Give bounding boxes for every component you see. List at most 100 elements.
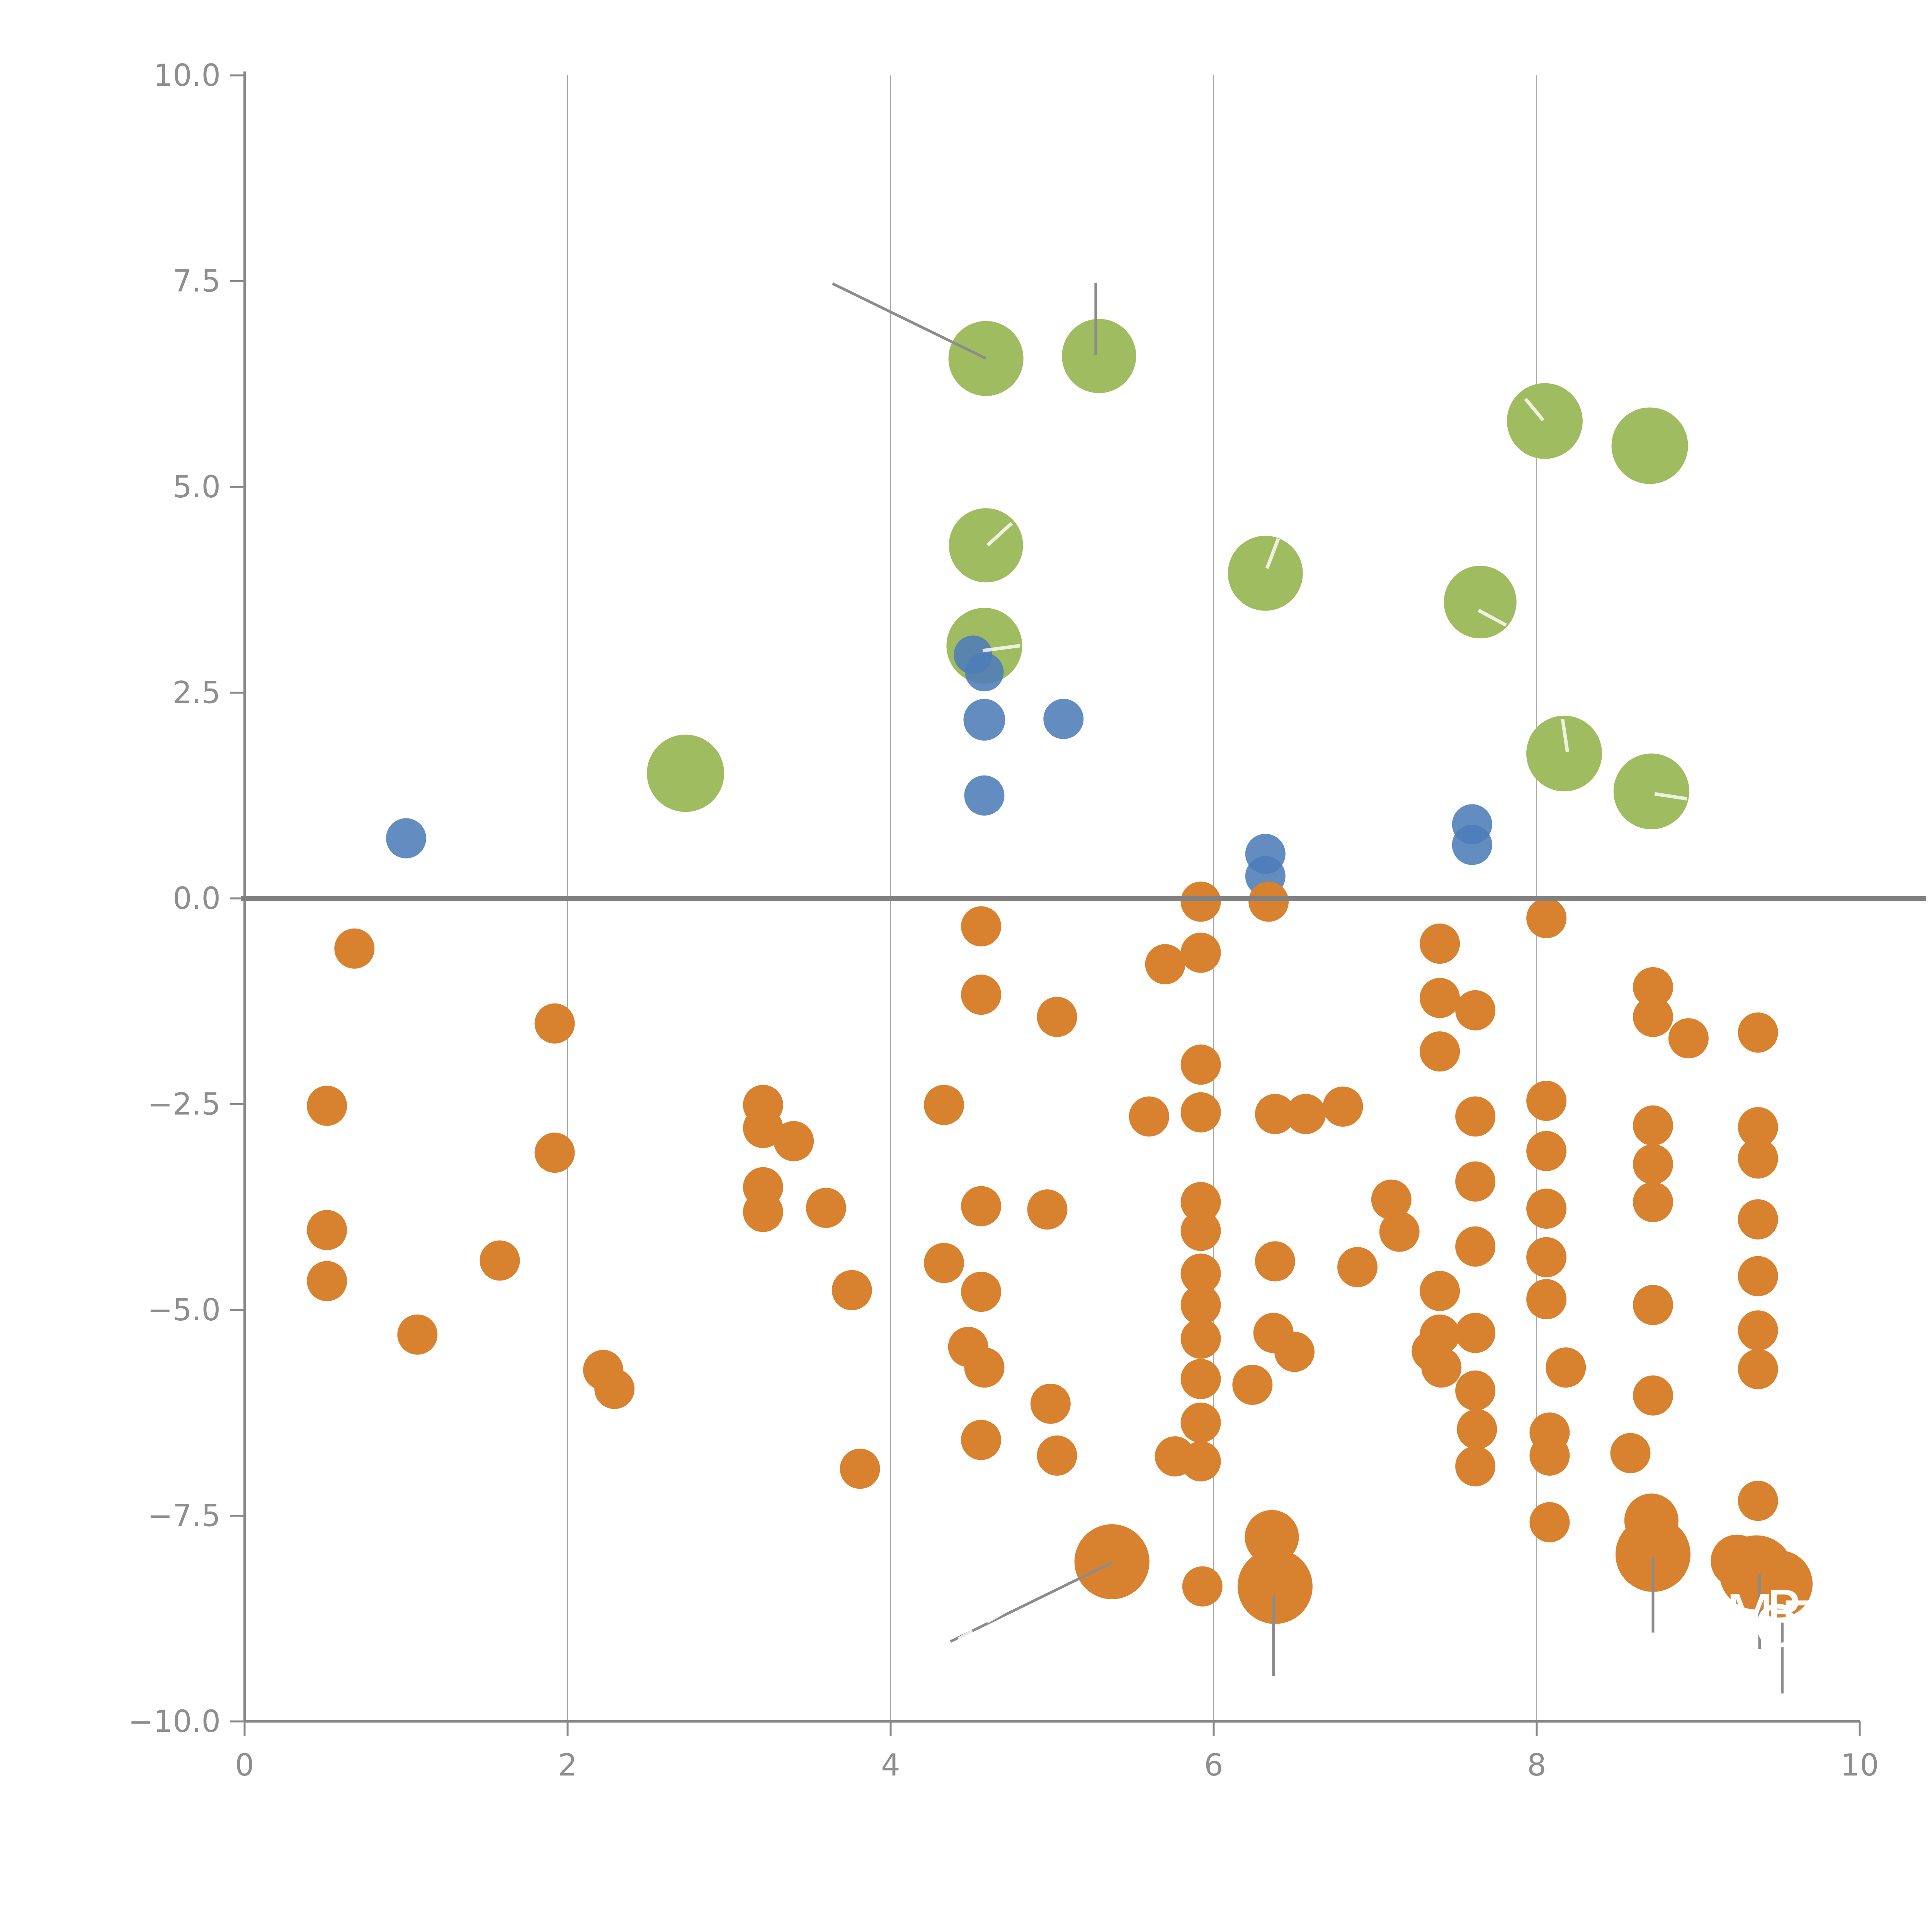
data-point-orange	[307, 1261, 347, 1301]
y-tick-label: 10.0	[153, 58, 221, 93]
data-point-orange	[397, 1314, 438, 1355]
leader-line	[832, 282, 987, 360]
data-point-orange	[1180, 1318, 1221, 1359]
data-point-orange	[1457, 1409, 1497, 1449]
x-tick-label: 8	[1527, 1748, 1546, 1783]
data-point-blue	[386, 818, 426, 859]
data-point-green	[1611, 407, 1688, 484]
data-point-orange	[1610, 1433, 1651, 1473]
data-point-orange	[1529, 1502, 1570, 1543]
data-point-orange	[1180, 1211, 1221, 1251]
data-point-blue	[963, 699, 1005, 741]
y-tick-label: 7.5	[173, 264, 221, 299]
data-point-orange	[961, 1186, 1002, 1226]
x-tick-label: 2	[558, 1748, 577, 1783]
leader-line	[986, 522, 1013, 547]
data-point-orange	[923, 1243, 964, 1283]
leader-line	[1478, 609, 1507, 627]
annotation-label-C: C	[1754, 1594, 1794, 1661]
data-point-orange	[964, 1347, 1005, 1388]
data-point-orange	[832, 1270, 872, 1310]
data-point-orange	[1027, 1189, 1068, 1230]
data-point-orange	[1738, 1349, 1778, 1389]
data-point-orange	[1248, 881, 1289, 922]
annotation-label-R: R	[1765, 1579, 1806, 1646]
data-point-orange	[1237, 1549, 1313, 1624]
data-point-orange	[774, 1121, 814, 1162]
data-point-orange	[1633, 1182, 1673, 1222]
data-point-orange	[1526, 1131, 1567, 1171]
data-point-orange	[1633, 1105, 1673, 1146]
data-point-orange	[961, 1420, 1002, 1460]
data-point-orange	[1738, 1481, 1778, 1521]
data-point-orange	[1323, 1086, 1363, 1127]
data-point-orange	[1420, 923, 1460, 964]
data-point-orange	[1546, 1347, 1586, 1388]
data-point-orange	[1633, 967, 1673, 1008]
data-point-orange	[1738, 1256, 1778, 1296]
data-point-orange	[1180, 1441, 1221, 1481]
y-tick-label: −7.5	[148, 1499, 221, 1534]
data-point-orange	[307, 1210, 347, 1250]
data-point-green	[647, 735, 724, 812]
data-point-orange	[1738, 1012, 1778, 1053]
data-point-orange	[307, 1085, 347, 1126]
x-tick-label: 6	[1204, 1748, 1223, 1783]
data-point-green	[1062, 319, 1136, 393]
data-point-orange	[1455, 1313, 1496, 1353]
data-point-orange	[534, 1133, 575, 1173]
data-point-blue	[1043, 699, 1084, 739]
data-point-orange	[1633, 997, 1673, 1037]
data-point-orange	[806, 1187, 846, 1228]
data-point-orange	[1030, 1383, 1071, 1424]
data-point-orange	[1180, 881, 1221, 922]
data-point-orange	[534, 1003, 575, 1044]
x-tick-label: 10	[1840, 1748, 1879, 1783]
y-tick-label: 0.0	[173, 881, 221, 916]
data-point-orange	[1738, 1199, 1778, 1240]
data-point-orange	[923, 1085, 964, 1125]
data-point-green	[1228, 536, 1303, 611]
data-point-orange	[1180, 1092, 1221, 1133]
y-tick-label: 5.0	[173, 470, 221, 505]
data-point-orange	[1738, 1107, 1778, 1148]
data-point-orange	[1255, 1241, 1295, 1282]
leader-line	[950, 1561, 1113, 1643]
data-point-orange	[1232, 1364, 1273, 1405]
data-point-orange	[1526, 1279, 1567, 1320]
leader-line	[1561, 719, 1569, 752]
data-point-orange	[1455, 1161, 1496, 1202]
data-point-orange	[1180, 1253, 1221, 1294]
data-point-orange	[1526, 1189, 1567, 1229]
data-point-green	[1507, 383, 1583, 459]
data-point-orange	[1129, 1096, 1169, 1137]
data-point-orange	[1526, 898, 1567, 939]
y-tick-label: −2.5	[148, 1087, 221, 1122]
data-point-orange	[1037, 1435, 1077, 1476]
leader-line	[957, 1609, 1007, 1641]
data-point-orange	[1738, 1310, 1778, 1351]
x-tick-label: 4	[881, 1748, 900, 1783]
data-point-orange	[1455, 1370, 1496, 1411]
data-point-orange	[1274, 1332, 1315, 1372]
data-point-orange	[1529, 1435, 1570, 1476]
data-point-orange	[1255, 1094, 1295, 1134]
data-point-green	[949, 508, 1023, 583]
data-point-orange	[1182, 1566, 1223, 1607]
leader-line	[982, 644, 1020, 653]
x-tick-label: 0	[235, 1748, 254, 1783]
data-point-orange	[1180, 1182, 1221, 1222]
data-point-orange	[1738, 1138, 1778, 1179]
data-point-orange	[1615, 1517, 1690, 1592]
data-point-green	[1613, 753, 1689, 830]
data-point-orange	[1074, 1524, 1150, 1599]
data-point-blue	[1452, 825, 1492, 865]
data-point-orange	[1421, 1347, 1462, 1388]
data-point-orange	[1180, 1402, 1221, 1443]
data-point-orange	[480, 1240, 520, 1281]
data-point-blue	[964, 775, 1005, 816]
annotation-label-M: M	[1725, 1583, 1775, 1650]
data-point-orange	[1633, 1375, 1673, 1416]
